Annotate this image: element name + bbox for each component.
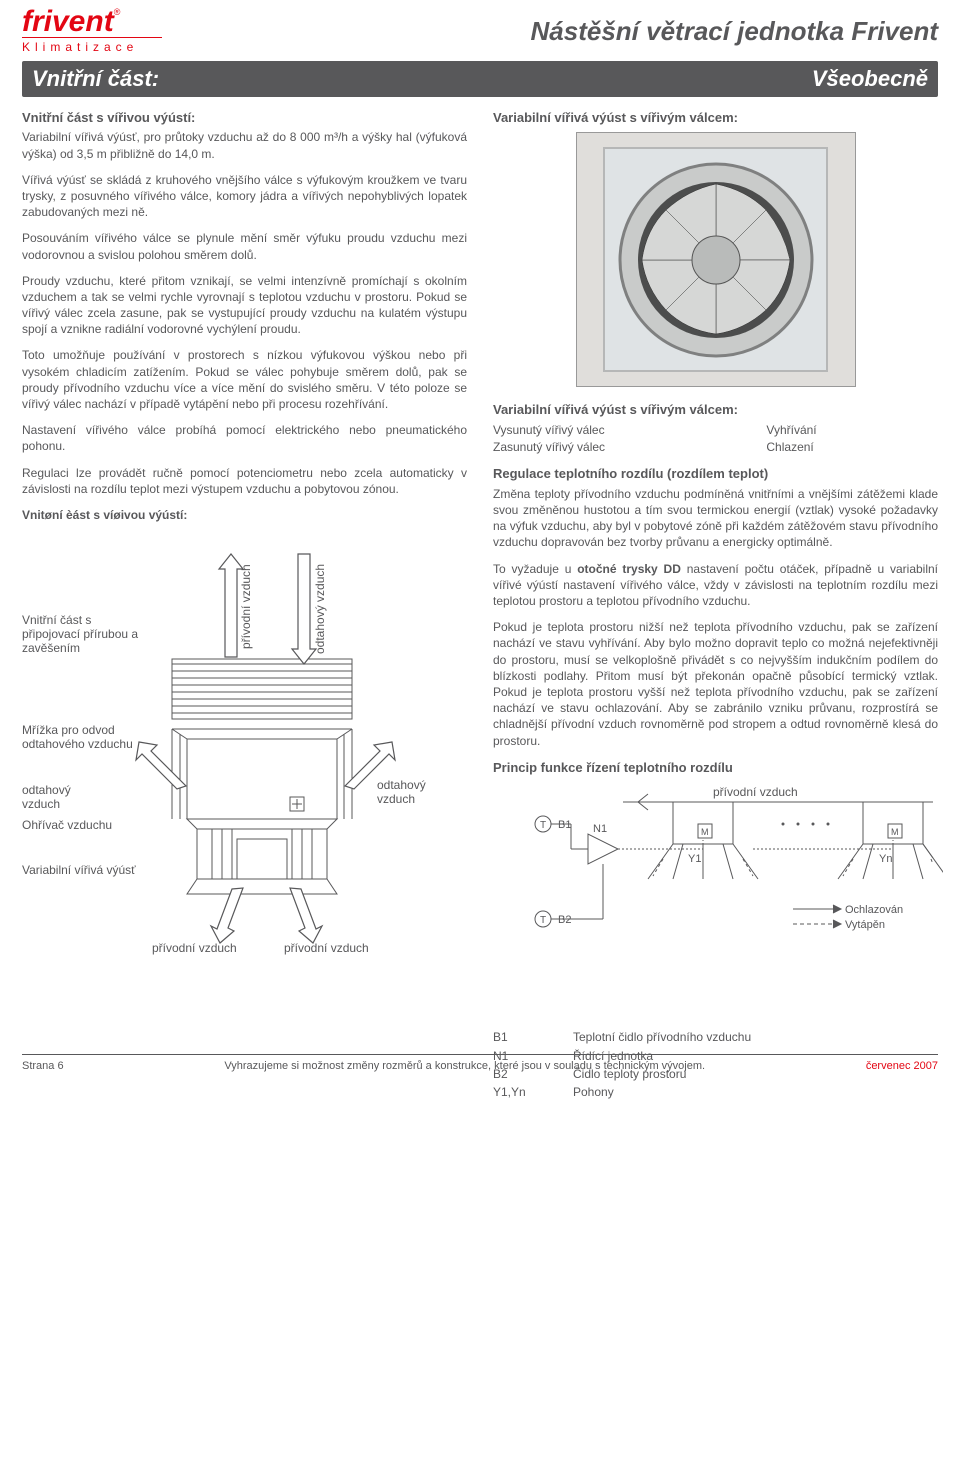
right-p1: Změna teploty přívodního vzduchu podmíně… bbox=[493, 486, 938, 551]
right-h3: Regulace teplotního rozdílu (rozdílem te… bbox=[493, 465, 938, 483]
label-exhaust-r: odtahový vzduch bbox=[377, 779, 447, 807]
left-p6: Nastavení vířivého válce probíhá pomocí … bbox=[22, 422, 467, 454]
label-grille: Mřížka pro odvod odtahového vzduchu bbox=[22, 724, 142, 752]
logo-reg: ® bbox=[114, 8, 121, 17]
label-heater: Ohřívač vzduchu bbox=[22, 819, 142, 833]
right-column: Variabilní vířivá výúst s vířivým válcem… bbox=[493, 109, 938, 1044]
right-p2: To vyžaduje u otočné trysky DD nastavení… bbox=[493, 561, 938, 610]
t-r2c1: Zasunutý vířivý válec bbox=[493, 439, 726, 455]
t-r1c2: Vyhřívání bbox=[766, 422, 938, 438]
svg-text:T: T bbox=[540, 820, 546, 831]
leg-n1k: N1 bbox=[493, 1048, 553, 1064]
label-supply-rot: přívodní vzduch bbox=[238, 564, 254, 649]
leg-b2v: Čidlo teploty prostoru bbox=[573, 1066, 938, 1082]
bar-right: Všeobecně bbox=[812, 64, 928, 94]
svg-text:T: T bbox=[540, 915, 546, 926]
svg-text:N1: N1 bbox=[593, 823, 607, 835]
leg-yk: Y1,Yn bbox=[493, 1084, 553, 1100]
header: frivent ® Klimatizace Nástěšní větrací j… bbox=[22, 10, 938, 55]
control-svg: M M bbox=[493, 784, 943, 1019]
left-p3: Posouváním vířivého válce se plynule měn… bbox=[22, 230, 467, 262]
svg-text:M: M bbox=[891, 827, 899, 837]
t-r2c2: Chlazení bbox=[766, 439, 938, 455]
label-supply-l: přívodní vzduch bbox=[152, 942, 237, 956]
left-heading: Vnitřní část s vířivou výústí: bbox=[22, 109, 467, 127]
right-p3: Pokud je teplota prostoru nižší než tepl… bbox=[493, 619, 938, 749]
logo-word: frivent bbox=[22, 10, 114, 34]
left-column: Vnitřní část s vířivou výústí: Variabiln… bbox=[22, 109, 467, 1044]
t-r1c1: Vysunutý vířivý válec bbox=[493, 422, 726, 438]
left-p5: Toto umožňuje používání v prostorech s n… bbox=[22, 347, 467, 412]
p2a: To vyžaduje u bbox=[493, 562, 577, 576]
footer-page: Strana 6 bbox=[22, 1059, 64, 1074]
leg-b1k: B1 bbox=[493, 1029, 553, 1045]
logo: frivent ® Klimatizace bbox=[22, 10, 162, 55]
left-p4: Proudy vzduchu, které přitom vznikají, s… bbox=[22, 273, 467, 338]
label-supply-r: přívodní vzduch bbox=[284, 942, 369, 956]
leg-yv: Pohony bbox=[573, 1084, 938, 1100]
label-part: Vnitřní část s připojovací přírubou a za… bbox=[22, 614, 142, 655]
leg-b1v: Teplotní čidlo přívodního vzduchu bbox=[573, 1029, 938, 1045]
control-diagram: M M bbox=[493, 784, 938, 1044]
swirl-icon bbox=[616, 160, 816, 360]
section-bar: Vnitřní část: Všeobecně bbox=[22, 61, 938, 97]
right-h4: Princip funkce řízení teplotního rozdílu bbox=[493, 759, 938, 777]
svg-text:B1: B1 bbox=[558, 819, 571, 831]
diagram-title: Vnitøní èást s víøivou výústí: bbox=[22, 507, 467, 523]
leg-n1v: Řídící jednotka bbox=[573, 1048, 938, 1064]
legend-table: B1 Teplotní čidlo přívodního vzduchu N1 … bbox=[493, 1029, 938, 1100]
left-p7: Regulaci lze provádět ručně pomocí poten… bbox=[22, 465, 467, 497]
diffuser-photo bbox=[576, 132, 856, 387]
right-h1: Variabilní vířivá výúst s vířivým válcem… bbox=[493, 109, 938, 127]
page-title: Nástěšní větrací jednotka Frivent bbox=[162, 14, 938, 49]
svg-text:M: M bbox=[701, 827, 709, 837]
label-exhaust-rot: odtahový vzduch bbox=[312, 564, 328, 654]
logo-subtitle: Klimatizace bbox=[22, 37, 162, 55]
svg-text:Vytápěn: Vytápěn bbox=[845, 919, 885, 931]
svg-text:Y1: Y1 bbox=[688, 853, 701, 865]
label-exhaust-l: odtahový vzduch bbox=[22, 784, 92, 812]
mode-table: Vysunutý vířivý válec Vyhřívání Zasunutý… bbox=[493, 422, 938, 455]
unit-diagram: přívodní vzduch odtahový vzduch Vnitřní … bbox=[22, 529, 467, 969]
leg-b2k: B2 bbox=[493, 1066, 553, 1082]
svg-text:Ochlazován: Ochlazován bbox=[845, 904, 903, 916]
svg-text:Yn: Yn bbox=[879, 853, 892, 865]
left-p2: Vířivá výúsť se skládá z kruhového vnějš… bbox=[22, 172, 467, 221]
right-h2: Variabilní vířivá výúst s vířivým válcem… bbox=[493, 401, 938, 419]
bar-left: Vnitřní část: bbox=[32, 64, 159, 94]
left-p1: Variabilní vířivá výúsť, pro průtoky vzd… bbox=[22, 129, 467, 161]
label-swirl: Variabilní vířivá výúsť bbox=[22, 864, 142, 878]
ctrl-supply: přívodní vzduch bbox=[713, 785, 798, 799]
p2b: otočné trysky DD bbox=[577, 562, 681, 576]
svg-text:B2: B2 bbox=[558, 914, 571, 926]
